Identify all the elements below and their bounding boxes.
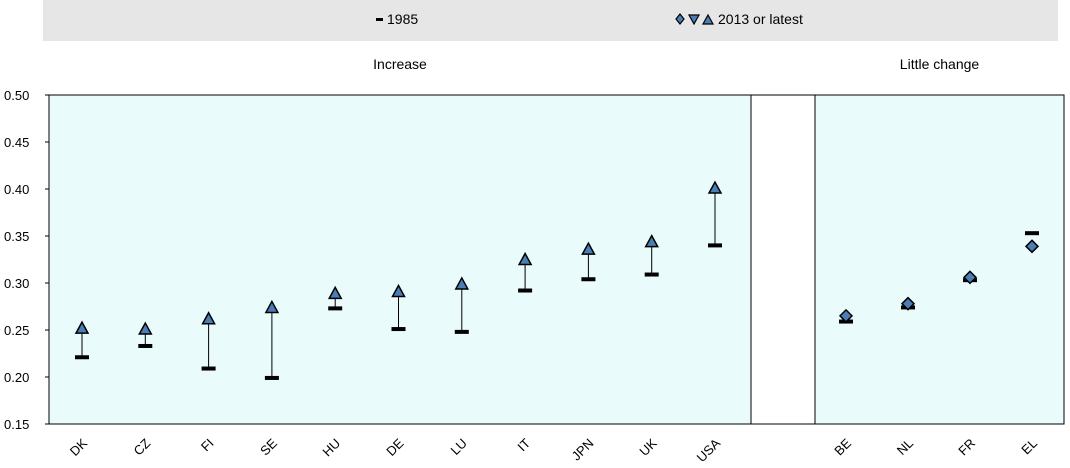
mark-2013-EL <box>1024 239 1040 254</box>
x-tick-label-HU: HU <box>319 436 343 460</box>
mark-2013-CZ <box>138 321 153 335</box>
mark-2013-DE <box>391 283 406 298</box>
legend-label-1985: 1985 <box>387 11 419 27</box>
x-tick-label-CZ: CZ <box>131 435 154 458</box>
y-tick-label: 0.40 <box>4 182 29 197</box>
x-tick-label-DE: DE <box>383 435 407 459</box>
mark-2013-DK <box>74 320 90 334</box>
x-tick-label-FI: FI <box>198 436 217 455</box>
legend-item-2013: 2013 or latest <box>675 11 803 27</box>
data-marks <box>74 180 1040 380</box>
mark-2013-IT <box>517 251 533 266</box>
mark-1985-USA <box>708 243 722 248</box>
panel-1 <box>814 94 1065 425</box>
chart-panels <box>48 94 1065 425</box>
marker-symbols-icon <box>675 13 715 25</box>
mark-2013-FR <box>962 270 978 285</box>
x-tick-label-USA: USA <box>694 435 724 465</box>
mark-1985-DE <box>391 327 406 332</box>
mark-2013-BE <box>838 308 854 323</box>
dash-marker-icon <box>376 17 383 21</box>
mark-1985-DK <box>75 355 89 360</box>
group-labels: Increase Little change <box>373 56 979 72</box>
x-axis: DK CZ FI SE HU DE LU IT JPN UK USA BE NL FR EL <box>67 435 1040 465</box>
x-tick-label-LU: LU <box>448 436 470 458</box>
mark-2013-NL <box>900 296 916 311</box>
mark-2013-JPN <box>581 241 596 255</box>
mark-2013-FI <box>201 311 216 325</box>
y-tick-label: 0.30 <box>4 276 29 291</box>
mark-1985-CZ <box>138 343 153 348</box>
y-tick-label: 0.45 <box>4 135 29 150</box>
y-tick-label: 0.35 <box>4 229 29 244</box>
legend-label-2013: 2013 or latest <box>718 11 803 27</box>
x-tick-label-NL: NL <box>894 436 916 458</box>
group-label-1: Little change <box>900 56 980 72</box>
y-tick-label: 0.25 <box>4 323 29 338</box>
mark-2013-SE <box>264 299 280 314</box>
x-tick-label-DK: DK <box>67 435 91 459</box>
panel-0 <box>48 94 752 425</box>
x-tick-label-SE: SE <box>257 435 280 458</box>
x-tick-label-BE: BE <box>831 435 854 458</box>
mark-1985-IT <box>518 288 533 293</box>
mark-1985-SE <box>264 375 279 380</box>
mark-1985-LU <box>454 329 469 334</box>
mark-2013-UK <box>644 234 659 248</box>
gap-panel <box>750 94 816 425</box>
y-tick-label: 0.50 <box>4 88 29 103</box>
x-tick-label-UK: UK <box>636 435 660 459</box>
y-tick-label: 0.15 <box>4 417 29 432</box>
x-tick-label-IT: IT <box>514 435 533 454</box>
mark-1985-HU <box>328 306 343 311</box>
mark-2013-USA <box>707 180 723 194</box>
y-tick-label: 0.20 <box>4 370 29 385</box>
legend: 1985 2013 or latest <box>43 0 1058 41</box>
mark-1985-FI <box>201 366 216 371</box>
mark-1985-EL <box>1025 231 1039 236</box>
mark-1985-UK <box>644 272 659 277</box>
mark-2013-HU <box>327 285 343 300</box>
y-axis: 0.15 0.20 0.25 0.30 0.35 0.40 0.45 0.50 <box>4 88 49 432</box>
x-tick-label-EL: EL <box>1018 436 1040 458</box>
mark-2013-LU <box>454 276 470 290</box>
group-label-0: Increase <box>373 56 427 72</box>
legend-item-1985: 1985 <box>376 11 418 27</box>
mark-1985-JPN <box>581 277 596 282</box>
x-tick-label-FR: FR <box>955 436 978 459</box>
x-tick-label-JPN: JPN <box>569 436 597 464</box>
